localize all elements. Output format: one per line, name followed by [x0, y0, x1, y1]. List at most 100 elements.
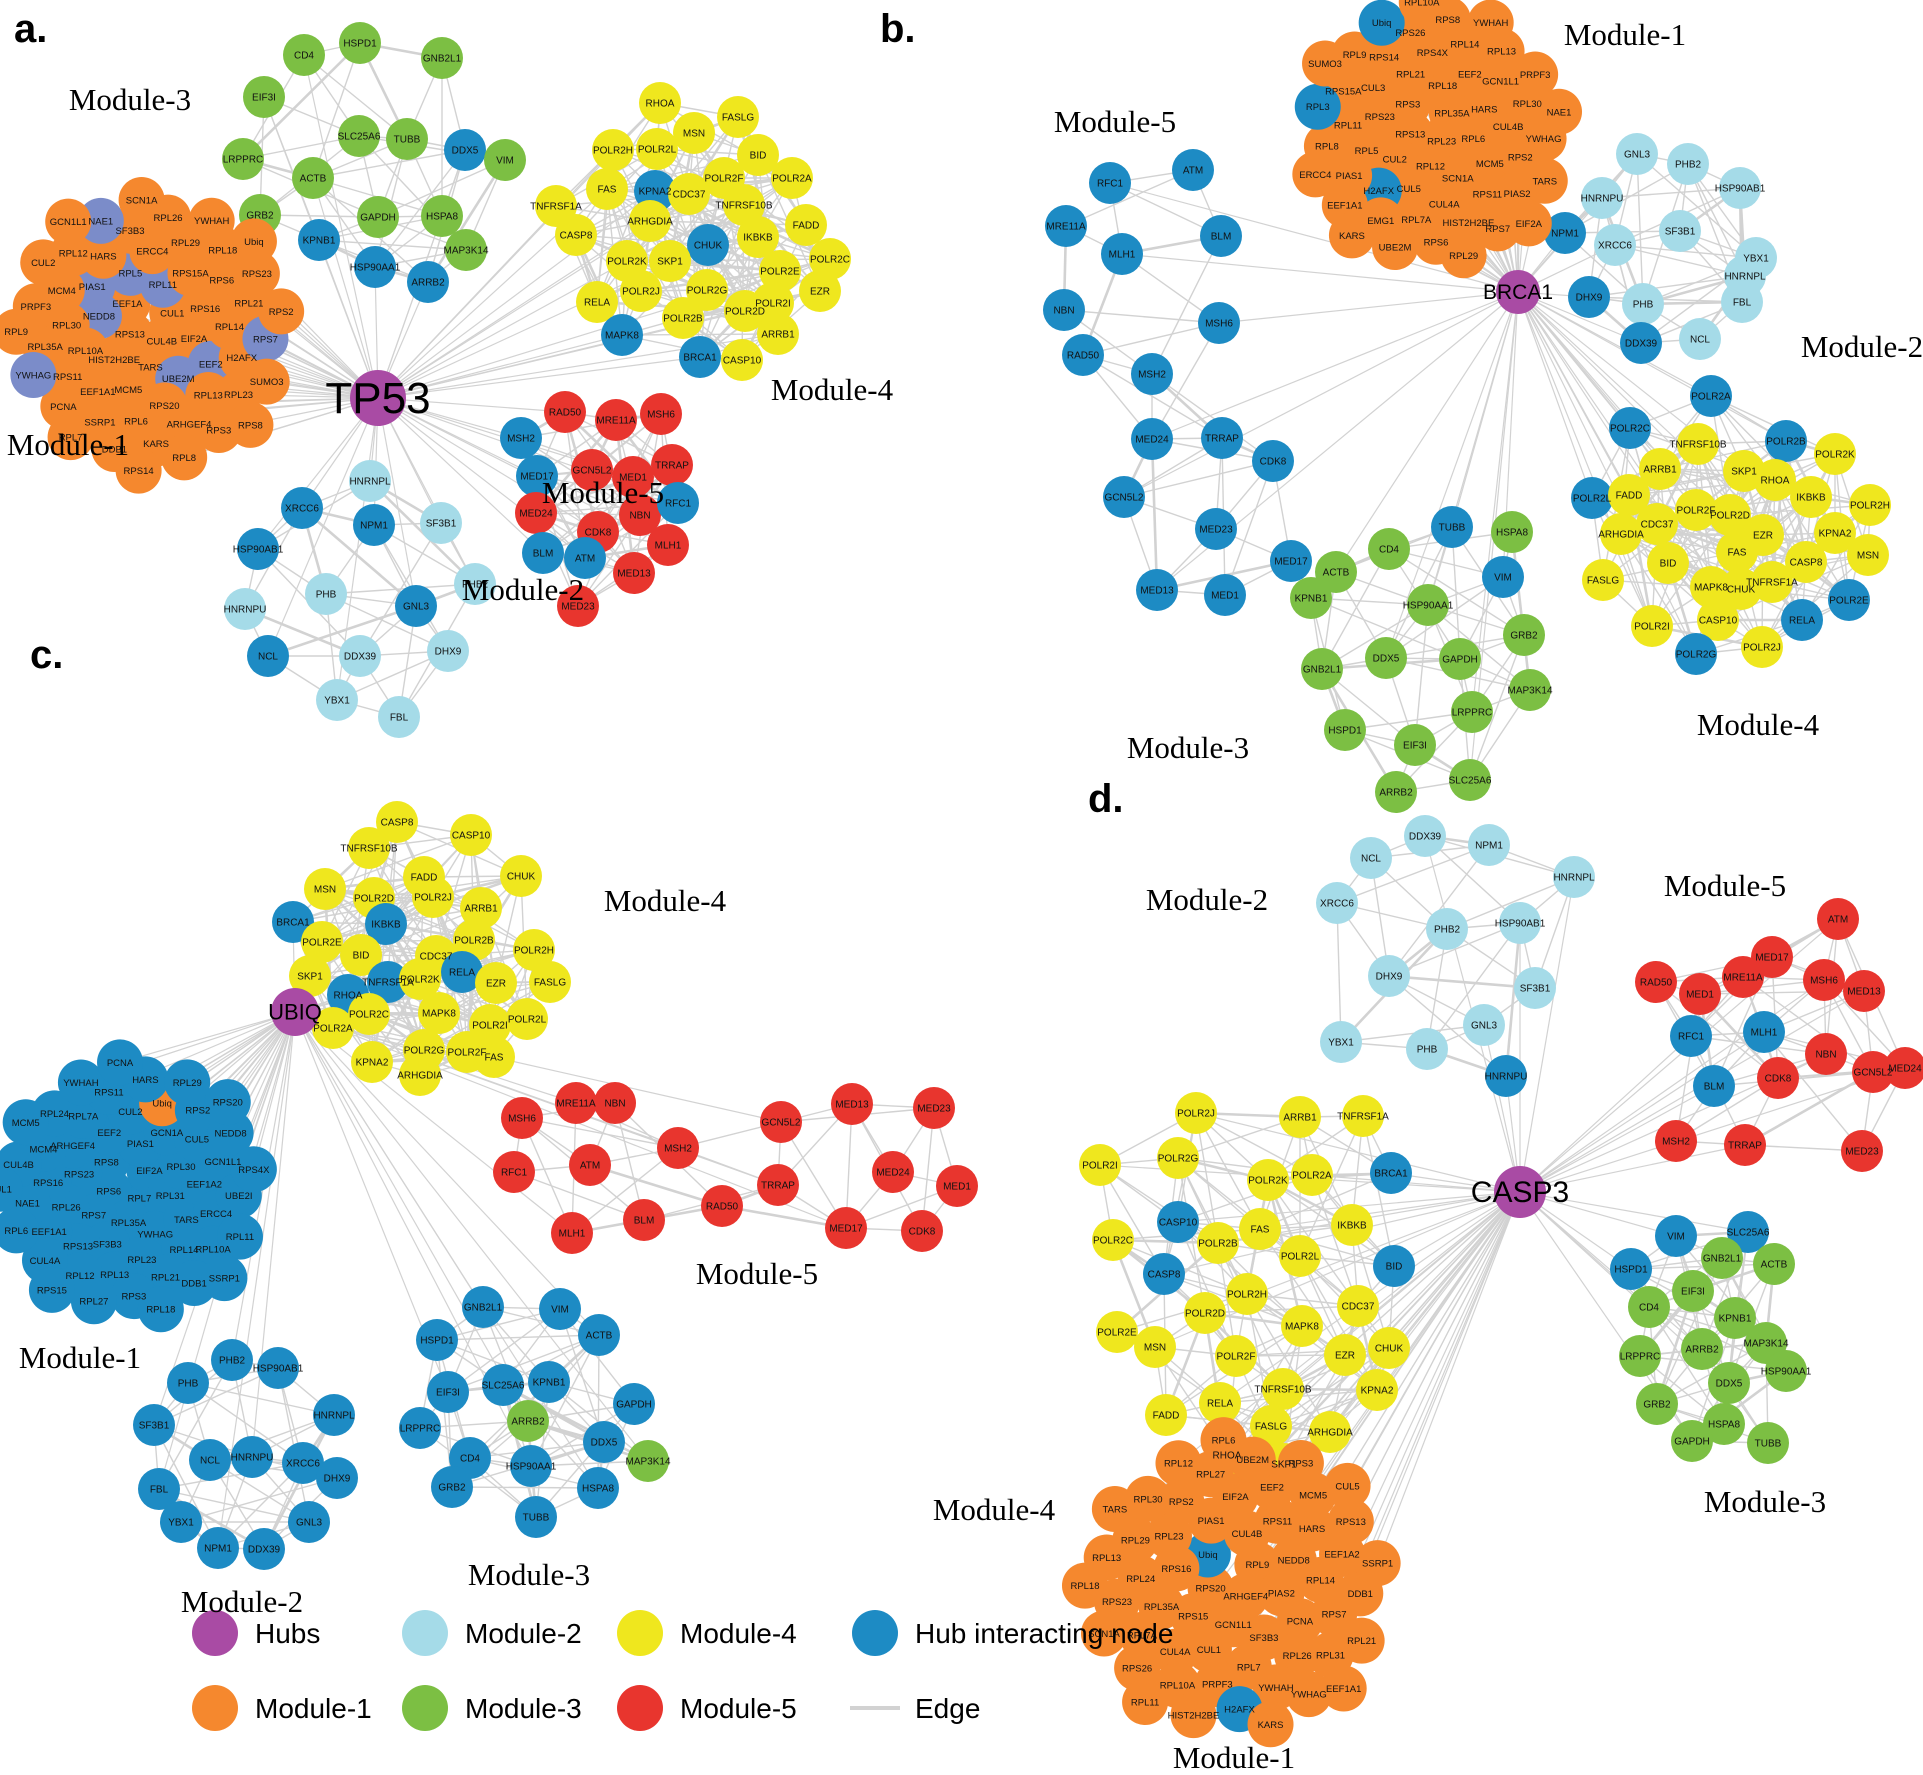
- node-MLH1[interactable]: [1101, 233, 1143, 275]
- node-TNFRSF1A[interactable]: [367, 961, 409, 1003]
- node-SKP1[interactable]: [649, 240, 691, 282]
- node-BLM[interactable]: [1693, 1065, 1735, 1107]
- node-NPM1[interactable]: [1468, 824, 1510, 866]
- node-RPL29[interactable]: [1440, 232, 1487, 279]
- node-PHB2[interactable]: [454, 563, 496, 605]
- node-POLR2C[interactable]: [1092, 1219, 1134, 1261]
- node-RPL6[interactable]: [0, 1207, 40, 1254]
- node-NCL[interactable]: [189, 1439, 231, 1481]
- node-HSPA8[interactable]: [577, 1467, 619, 1509]
- node-NBN[interactable]: [1805, 1033, 1847, 1075]
- node-FBL[interactable]: [138, 1468, 180, 1510]
- node-DHX9[interactable]: [1568, 276, 1610, 318]
- node-POLR2A[interactable]: [312, 1007, 354, 1049]
- node-ACTB[interactable]: [292, 157, 334, 199]
- node-IKBKB[interactable]: [365, 903, 407, 945]
- node-NBN[interactable]: [1043, 289, 1085, 331]
- node-RPL3[interactable]: [1294, 83, 1341, 130]
- node-POLR2I[interactable]: [1631, 605, 1673, 647]
- node-RPS2[interactable]: [1158, 1478, 1205, 1525]
- node-RPS4X[interactable]: [230, 1146, 277, 1193]
- node-MSH2[interactable]: [657, 1127, 699, 1169]
- node-MED23[interactable]: [913, 1087, 955, 1129]
- node-RPS11[interactable]: [1254, 1497, 1301, 1544]
- node-XRCC6[interactable]: [281, 487, 323, 529]
- node-EZR[interactable]: [1324, 1334, 1366, 1376]
- node-PHB2[interactable]: [211, 1339, 253, 1381]
- node-RPL18[interactable]: [1061, 1562, 1108, 1609]
- node-POLR2B[interactable]: [1765, 420, 1807, 462]
- node-NCL[interactable]: [1679, 318, 1721, 360]
- node-NBN[interactable]: [619, 494, 661, 536]
- node-HSP90AA1[interactable]: [1765, 1350, 1807, 1392]
- node-EEF1A1[interactable]: [1320, 1665, 1367, 1712]
- node-NCL[interactable]: [247, 635, 289, 677]
- node-GCN5L2[interactable]: [571, 449, 613, 491]
- node-FADD[interactable]: [1608, 474, 1650, 516]
- node-POLR2E[interactable]: [1828, 579, 1870, 621]
- node-PHB[interactable]: [305, 573, 347, 615]
- node-MED13[interactable]: [613, 552, 655, 594]
- node-HNRNPU[interactable]: [224, 588, 266, 630]
- node-PHB[interactable]: [1406, 1028, 1448, 1070]
- node-DDX5[interactable]: [444, 129, 486, 171]
- node-MED1[interactable]: [1679, 973, 1721, 1015]
- node-MSH6[interactable]: [501, 1097, 543, 1139]
- node-RFC1[interactable]: [1089, 162, 1131, 204]
- node-BID[interactable]: [1647, 542, 1689, 584]
- node-MAPK8[interactable]: [418, 992, 460, 1034]
- node-CASP8[interactable]: [1143, 1253, 1185, 1295]
- node-RPL9[interactable]: [0, 308, 40, 355]
- node-FADD[interactable]: [785, 204, 827, 246]
- node-XRCC6[interactable]: [1316, 882, 1358, 924]
- node-RHOA[interactable]: [1754, 459, 1796, 501]
- node-KARS[interactable]: [1247, 1701, 1294, 1748]
- node-ARRB1[interactable]: [460, 887, 502, 929]
- node-GNL3[interactable]: [395, 585, 437, 627]
- node-GCN5L2[interactable]: [760, 1101, 802, 1143]
- node-HSP90AA1[interactable]: [1407, 584, 1449, 626]
- node-HARS[interactable]: [1289, 1505, 1336, 1552]
- node-GRB2[interactable]: [431, 1466, 473, 1508]
- node-GAPDH[interactable]: [1439, 638, 1481, 680]
- node-GNL3[interactable]: [1463, 1004, 1505, 1046]
- node-HNRNPU[interactable]: [1581, 177, 1623, 219]
- node-TRRAP[interactable]: [1724, 1124, 1766, 1166]
- node-TARS[interactable]: [1521, 157, 1568, 204]
- node-HSP90AA1[interactable]: [510, 1445, 552, 1487]
- node-ARHGDIA[interactable]: [399, 1054, 441, 1096]
- node-SUMO3[interactable]: [243, 358, 290, 405]
- node-MLH1[interactable]: [647, 524, 689, 566]
- node-MLH1[interactable]: [551, 1212, 593, 1254]
- node-RELA[interactable]: [1199, 1382, 1241, 1424]
- node-POLR2D[interactable]: [1184, 1292, 1226, 1334]
- node-BLM[interactable]: [1200, 215, 1242, 257]
- node-NPM1[interactable]: [353, 504, 395, 546]
- node-CDC37[interactable]: [1337, 1285, 1379, 1327]
- node-HSPD1[interactable]: [1610, 1248, 1652, 1290]
- node-XRCC6[interactable]: [1594, 224, 1636, 266]
- node-HSP90AB1[interactable]: [1499, 902, 1541, 944]
- node-POLR2D[interactable]: [1709, 494, 1751, 536]
- node-CASP8[interactable]: [1785, 541, 1827, 583]
- node-RAD50[interactable]: [544, 391, 586, 433]
- node-POLR2B[interactable]: [1197, 1222, 1239, 1264]
- node-Ubiq[interactable]: [230, 218, 277, 265]
- node-RFC1[interactable]: [1670, 1015, 1712, 1057]
- node-RPL6[interactable]: [1200, 1417, 1247, 1464]
- node-CDC37[interactable]: [668, 173, 710, 215]
- node-KPNB1[interactable]: [298, 219, 340, 261]
- node-POLR2J[interactable]: [1741, 626, 1783, 668]
- node-KPNA2[interactable]: [351, 1041, 393, 1083]
- node-POLR2L[interactable]: [1279, 1235, 1321, 1277]
- node-SCN1A[interactable]: [1080, 1610, 1127, 1657]
- node-FBL[interactable]: [378, 696, 420, 738]
- node-MED24[interactable]: [1131, 418, 1173, 460]
- node-GRB2[interactable]: [1503, 614, 1545, 656]
- node-UBE2M[interactable]: [1372, 224, 1419, 271]
- node-NPM1[interactable]: [197, 1527, 239, 1569]
- node-RPS2[interactable]: [258, 288, 305, 335]
- node-EZR[interactable]: [475, 962, 517, 1004]
- node-EIF2A[interactable]: [1505, 200, 1552, 247]
- node-KPNA2[interactable]: [1356, 1369, 1398, 1411]
